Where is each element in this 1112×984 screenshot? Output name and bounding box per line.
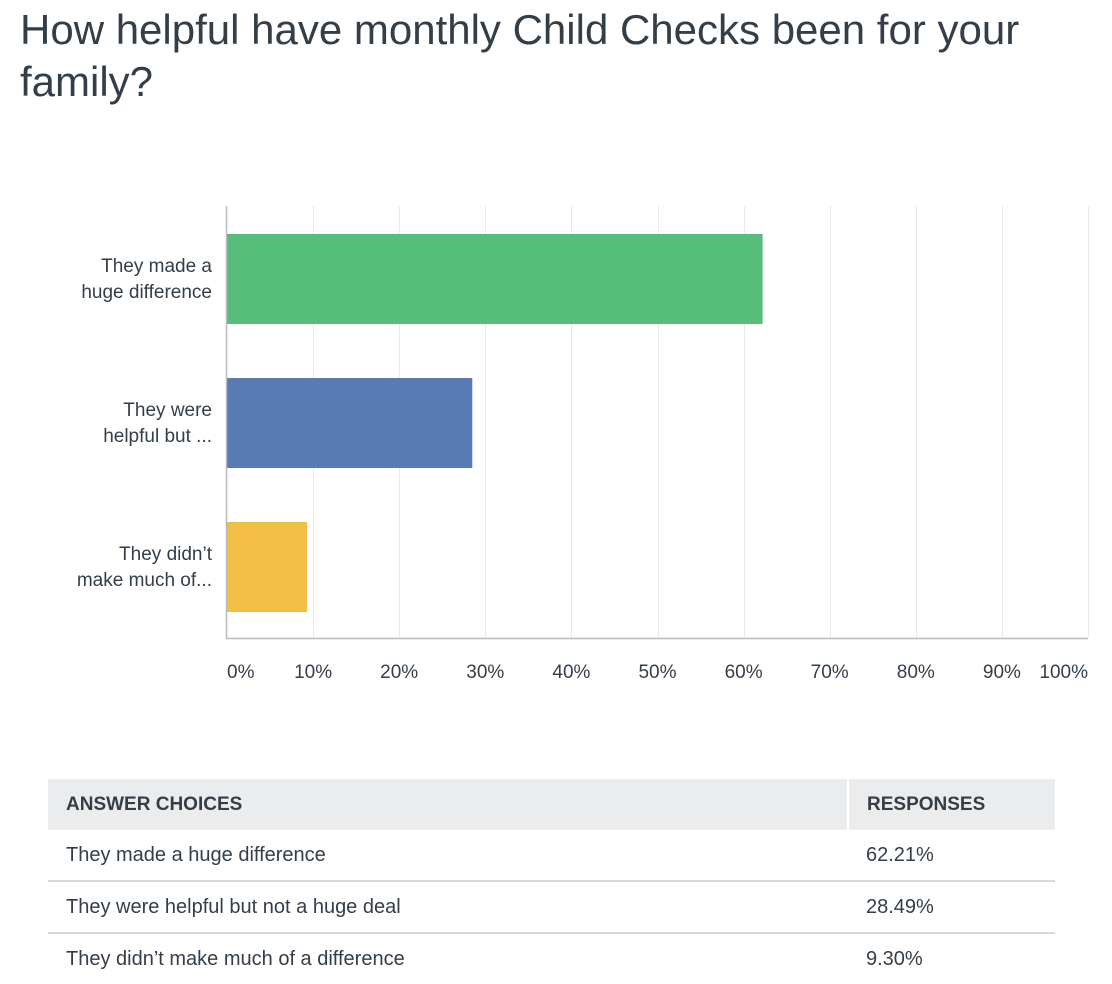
results-table: ANSWER CHOICES RESPONSES They made a hug… <box>48 779 1055 984</box>
category-label: make much of... <box>77 570 212 591</box>
tick-label: 50% <box>638 662 676 683</box>
tick-label: 80% <box>897 662 935 683</box>
tick-label: 70% <box>811 662 849 683</box>
category-label: They made a <box>101 256 212 277</box>
response-cell: 62.21% <box>848 830 1055 882</box>
tick-label: 90% <box>983 662 1021 683</box>
tick-label: 100% <box>1039 662 1088 683</box>
category-label: helpful but ... <box>103 426 212 447</box>
bar-chart: They made a huge difference They were helpf… <box>77 206 1089 683</box>
table-row: They were helpful but not a huge deal 28… <box>48 881 1055 934</box>
response-cell: 9.30% <box>866 947 923 970</box>
tick-label: 10% <box>294 662 332 683</box>
category-label: They didn’t <box>119 544 213 565</box>
header-responses: RESPONSES <box>848 779 1055 830</box>
question-title: How helpful have monthly Child Checks be… <box>20 6 1020 105</box>
bar <box>227 234 763 324</box>
tick-label: 60% <box>725 662 763 683</box>
answer-choice-cell: They were helpful but not a huge deal <box>48 881 848 934</box>
bar <box>227 522 308 612</box>
response-cell: 28.49% <box>848 881 1055 934</box>
tick-label: 20% <box>380 662 418 683</box>
header-answer-choices: ANSWER CHOICES <box>48 779 849 830</box>
tick-label: 0% <box>227 662 255 683</box>
category-label: huge difference <box>81 282 212 303</box>
table-header-row: ANSWER CHOICES RESPONSES <box>48 779 1055 830</box>
category-label: They were <box>123 400 212 421</box>
bar <box>227 378 473 468</box>
answer-choice-cell: They made a huge difference <box>48 830 848 882</box>
table-row: They didn’t make much of a difference 9.… <box>48 933 1055 984</box>
tick-label: 40% <box>552 662 590 683</box>
tick-label: 30% <box>466 662 504 683</box>
table-row: They made a huge difference 62.21% <box>48 830 1055 882</box>
answer-choice-cell: They didn’t make much of a difference <box>66 947 405 970</box>
